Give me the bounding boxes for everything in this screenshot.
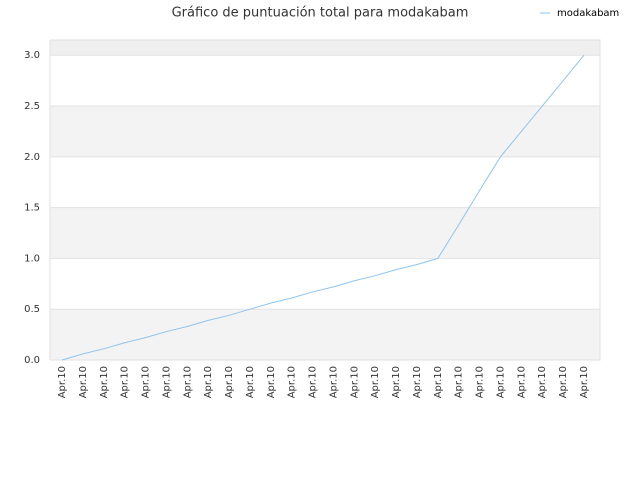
y-tick-label: 1.0 <box>24 253 40 264</box>
band <box>50 55 600 107</box>
x-tick-label: Apr.10 <box>287 366 298 398</box>
x-tick-label: Apr.10 <box>537 366 548 398</box>
x-tick-label: Apr.10 <box>433 366 444 398</box>
y-tick-label: 0.5 <box>24 304 40 315</box>
x-tick-label: Apr.10 <box>391 366 402 398</box>
legend-label: modakabam <box>557 8 619 19</box>
y-tick-label: 2.5 <box>24 101 40 112</box>
x-tick-label: Apr.10 <box>579 366 590 398</box>
band <box>50 309 600 360</box>
band <box>50 207 600 259</box>
x-tick-label: Apr.10 <box>141 366 152 398</box>
x-tick-label: Apr.10 <box>224 366 235 398</box>
x-tick-label: Apr.10 <box>454 366 465 398</box>
x-tick-label: Apr.10 <box>558 366 569 398</box>
band <box>50 106 600 157</box>
y-tick-label: 2.0 <box>24 152 40 163</box>
y-tick-label: 1.5 <box>24 203 40 214</box>
x-tick-label: Apr.10 <box>495 366 506 398</box>
x-tick-label: Apr.10 <box>203 366 214 398</box>
x-tick-label: Apr.10 <box>182 366 193 398</box>
line <box>61 54 585 361</box>
y-tick-label: 0.0 <box>24 355 40 366</box>
chart-title: Gráfico de puntuación total para modakab… <box>172 6 469 21</box>
x-tick-label: Apr.10 <box>412 366 423 398</box>
x-tick-label: Apr.10 <box>308 366 319 398</box>
band <box>50 156 600 208</box>
x-tick-label: Apr.10 <box>349 366 360 398</box>
y-tick-label: 3.0 <box>24 50 40 61</box>
x-tick-label: Apr.10 <box>245 366 256 398</box>
band <box>50 40 600 56</box>
x-tick-label: Apr.10 <box>99 366 110 398</box>
band <box>50 258 600 310</box>
x-tick-label: Apr.10 <box>266 366 277 398</box>
x-tick-label: Apr.10 <box>120 366 131 398</box>
x-tick-label: Apr.10 <box>78 366 89 398</box>
x-tick-label: Apr.10 <box>370 366 381 398</box>
x-tick-label: Apr.10 <box>328 366 339 398</box>
x-tick-label: Apr.10 <box>57 366 68 398</box>
x-tick-label: Apr.10 <box>475 366 486 398</box>
x-tick-label: Apr.10 <box>161 366 172 398</box>
x-tick-label: Apr.10 <box>516 366 527 398</box>
